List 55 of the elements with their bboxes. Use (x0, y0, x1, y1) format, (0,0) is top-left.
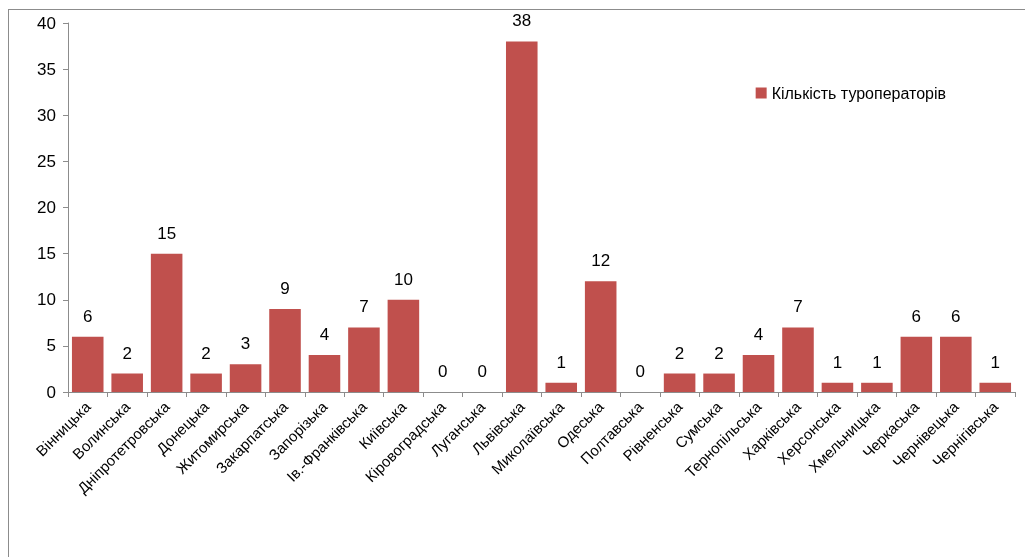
data-label: 15 (157, 223, 177, 243)
bar (545, 382, 578, 392)
data-label: 2 (714, 343, 724, 363)
data-label: 4 (319, 325, 330, 345)
bar (150, 253, 183, 392)
data-label: 0 (635, 362, 645, 381)
data-label: 6 (951, 306, 961, 326)
data-label: 10 (393, 269, 413, 289)
bar (821, 382, 854, 392)
bar (308, 355, 341, 392)
data-label: 3 (240, 334, 251, 354)
data-label: 2 (122, 343, 132, 363)
bar (269, 308, 301, 392)
data-label: 9 (280, 278, 290, 298)
data-label: 7 (793, 297, 803, 317)
data-label: 0 (438, 362, 448, 381)
bar (979, 382, 1012, 392)
bar (703, 373, 735, 392)
y-tick-label: 10 (37, 290, 56, 310)
bar (782, 327, 814, 392)
bar (505, 41, 538, 392)
y-tick-label: 0 (46, 382, 56, 402)
data-label: 38 (512, 11, 532, 31)
y-tick-label: 20 (37, 198, 56, 217)
data-label: 0 (477, 362, 488, 381)
y-tick-label: 5 (46, 336, 56, 356)
bar (111, 373, 143, 392)
bar (71, 336, 104, 392)
data-label: 4 (753, 325, 764, 345)
data-label: 1 (872, 352, 882, 372)
bar (940, 336, 972, 392)
y-tick-label: 25 (37, 151, 56, 171)
data-label: 12 (591, 251, 611, 271)
y-tick-label: 30 (37, 105, 56, 125)
bar (663, 373, 696, 392)
data-label: 6 (82, 306, 93, 326)
bar (387, 299, 420, 392)
data-label: 7 (359, 297, 369, 317)
y-tick-label: 35 (37, 59, 56, 79)
bar (900, 336, 933, 392)
bar (742, 355, 775, 392)
bar (190, 373, 222, 392)
data-label: 6 (911, 306, 922, 326)
bar (861, 382, 893, 392)
legend-label: Кількість туроператорів (771, 84, 946, 102)
y-tick-label: 15 (37, 244, 56, 264)
data-label: 2 (201, 343, 211, 363)
data-label: 1 (990, 352, 1001, 372)
y-tick-label: 40 (37, 13, 56, 33)
bar (229, 364, 262, 392)
data-label: 1 (556, 352, 566, 372)
data-label: 1 (832, 352, 843, 372)
data-label: 2 (674, 343, 685, 363)
bar (348, 327, 380, 392)
bar (584, 281, 617, 392)
